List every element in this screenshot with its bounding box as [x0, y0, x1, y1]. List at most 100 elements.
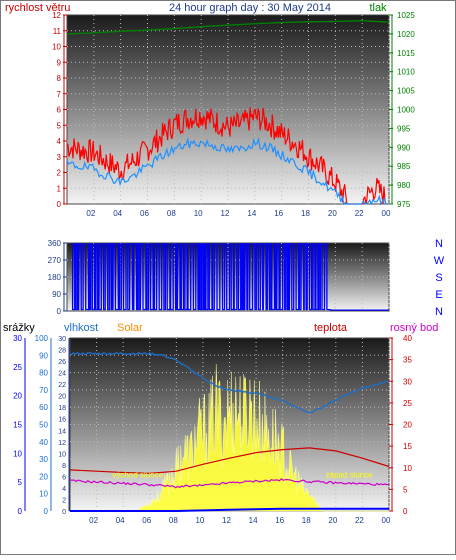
temperature-y-tick-label: 5 [403, 485, 408, 494]
wind-y-tick-label: 8 [57, 74, 62, 83]
wind-x-tick-label: 22 [355, 209, 364, 218]
env-x-tick-label: 14 [249, 516, 258, 525]
direction-compass-label: E [435, 289, 442, 301]
solar-axis-title: Solar [117, 322, 143, 334]
temperature-y-tick-label: 20 [403, 421, 412, 430]
wind-x-tick-label: 06 [140, 209, 149, 218]
wind-pressure-axes: 02 04 06 08 10 12 14 16 18 20 22 000123456789101112… [52, 11, 415, 218]
rain-y-tick-label: 5 [18, 478, 23, 487]
solar-y-tick-label: 24 [58, 371, 66, 378]
solar-y-tick-label: 20 [58, 394, 66, 401]
sunset-label: západ slunce [326, 470, 374, 479]
env-x-tick-label: 16 [275, 516, 284, 525]
temperature-axis-title: teplota [314, 322, 348, 334]
direction-compass-label: S [435, 272, 442, 284]
solar-y-tick-label: 10 [58, 451, 66, 458]
env-x-tick-label: 10 [195, 516, 204, 525]
solar-y-tick-label: 28 [58, 348, 66, 355]
wind-x-tick-label: 12 [221, 209, 230, 218]
graph-title: 24 hour graph day : 30 May 2014 [169, 2, 331, 14]
direction-compass-label: N [435, 306, 443, 318]
rain-y-tick-label: 20 [13, 392, 22, 401]
temperature-series [69, 447, 390, 475]
pressure-y-tick-label: 990 [397, 143, 411, 152]
solar-y-tick-label: 6 [62, 474, 66, 481]
temperature-y-tick-label: 25 [403, 399, 412, 408]
wind-y-tick-label: 12 [52, 11, 61, 20]
direction-y-tick-label: 0 [57, 307, 62, 316]
pressure-y-tick-label: 975 [397, 200, 411, 209]
rain-y-tick-label: 0 [18, 507, 23, 516]
env-x-tick-label: 06 [142, 516, 151, 525]
wind-y-tick-label: 9 [57, 58, 62, 67]
wind-x-tick-label: 16 [274, 209, 283, 218]
humidity-series [69, 351, 390, 414]
env-x-tick-label: 18 [302, 516, 311, 525]
wind-y-tick-label: 5 [57, 121, 62, 130]
temperature-y-tick-label: 10 [403, 464, 412, 473]
env-x-tick-label: 20 [328, 516, 337, 525]
wind-y-tick-label: 0 [57, 200, 62, 209]
wind-x-tick-label: 00 [382, 209, 391, 218]
humidity-y-tick-label: 80 [39, 369, 48, 378]
temperature-y-tick-label: 15 [403, 442, 412, 451]
wind-x-tick-label: 20 [328, 209, 337, 218]
pressure-y-tick-label: 1015 [397, 49, 415, 58]
solar-y-tick-label: 8 [62, 463, 66, 470]
solar-y-tick-label: 4 [62, 486, 66, 493]
pressure-axis-title: tlak [369, 2, 387, 14]
wind-x-tick-label: 14 [247, 209, 256, 218]
wind-y-tick-label: 1 [57, 184, 62, 193]
wind-x-tick-label: 04 [113, 209, 122, 218]
pressure-y-tick-label: 1010 [397, 68, 415, 77]
wind-direction-series [71, 243, 389, 311]
humidity-y-tick-label: 60 [39, 403, 48, 412]
pressure-y-tick-label: 1005 [397, 87, 415, 96]
pressure-y-tick-label: 985 [397, 162, 411, 171]
dew-point-series [69, 478, 390, 489]
wind-y-tick-label: 4 [57, 137, 62, 146]
rain-y-tick-label: 25 [13, 363, 22, 372]
wind-y-tick-label: 11 [53, 27, 62, 36]
env-x-tick-label: 04 [116, 516, 125, 525]
pressure-y-tick-label: 1025 [397, 11, 415, 20]
direction-y-tick-label: 360 [48, 239, 62, 248]
humidity-y-tick-label: 40 [39, 438, 48, 447]
humidity-y-tick-label: 70 [39, 386, 48, 395]
direction-compass-label: N [435, 238, 443, 250]
rain-series [70, 507, 389, 512]
humidity-y-tick-label: 10 [39, 490, 48, 499]
pressure-y-tick-label: 1020 [397, 30, 415, 39]
wind-y-tick-label: 3 [57, 153, 62, 162]
wind-y-tick-label: 7 [57, 90, 62, 99]
solar-y-tick-label: 26 [58, 359, 66, 366]
solar-y-tick-label: 14 [58, 428, 66, 435]
wind-x-tick-label: 10 [194, 209, 203, 218]
pressure-y-tick-label: 980 [397, 181, 411, 190]
pressure-series [66, 19, 390, 35]
rain-y-tick-label: 30 [13, 334, 22, 343]
temperature-y-tick-label: 40 [403, 334, 412, 343]
direction-y-tick-label: 90 [52, 290, 61, 299]
wind-axis-title: rychlost větru [5, 2, 70, 14]
env-x-tick-label: 00 [382, 516, 391, 525]
rain-humidity-solar-axes: 02 04 06 08 10 12 14 16 18 20 22 000510152025300102… [13, 334, 412, 525]
wind-y-tick-label: 6 [57, 106, 62, 115]
humidity-y-tick-label: 0 [44, 507, 49, 516]
sunrise-label: východ slunce [112, 470, 163, 479]
rain-y-tick-label: 15 [13, 421, 22, 430]
humidity-y-tick-label: 30 [39, 455, 48, 464]
env-x-tick-label: 22 [355, 516, 364, 525]
solar-y-tick-label: 2 [62, 497, 66, 504]
humidity-y-tick-label: 100 [35, 334, 49, 343]
env-x-tick-label: 08 [169, 516, 178, 525]
solar-y-tick-label: 18 [58, 405, 66, 412]
temperature-y-tick-label: 35 [403, 356, 412, 365]
humidity-y-tick-label: 20 [39, 472, 48, 481]
wind-pressure-series [66, 19, 390, 206]
solar-y-tick-label: 30 [58, 336, 66, 343]
temperature-y-tick-label: 0 [403, 507, 408, 516]
solar-y-tick-label: 22 [58, 382, 66, 389]
